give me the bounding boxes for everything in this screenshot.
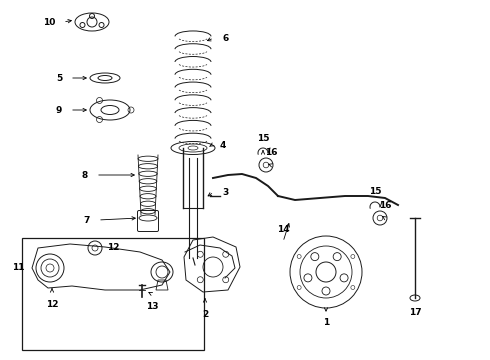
Bar [22,238,204,350]
Text: 6: 6 [222,33,228,42]
Text: 2: 2 [202,310,208,319]
Text: 1: 1 [323,318,329,327]
Text: 3: 3 [222,188,228,197]
Text: 17: 17 [409,308,421,317]
Text: 4: 4 [220,140,226,149]
Text: 16: 16 [265,148,277,157]
Text: 15: 15 [369,187,381,196]
Text: 7: 7 [84,216,90,225]
Text: 16: 16 [379,201,391,210]
Text: 13: 13 [146,302,158,311]
Text: 10: 10 [43,18,55,27]
Text: 5: 5 [56,73,62,82]
Text: 14: 14 [277,225,289,234]
Text: 15: 15 [257,134,269,143]
Text: 11: 11 [12,264,24,273]
Text: 12: 12 [107,243,120,252]
Text: 9: 9 [56,105,62,114]
Text: 8: 8 [82,171,88,180]
Text: 12: 12 [46,300,58,309]
